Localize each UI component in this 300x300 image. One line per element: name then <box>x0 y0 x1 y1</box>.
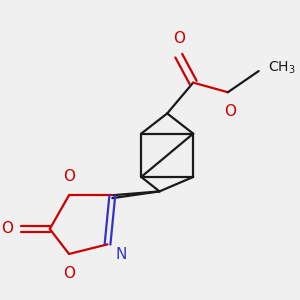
Text: O: O <box>63 266 75 280</box>
Text: O: O <box>224 104 236 119</box>
Text: O: O <box>63 169 75 184</box>
Text: N: N <box>115 247 127 262</box>
Text: CH$_3$: CH$_3$ <box>268 60 296 76</box>
Text: O: O <box>173 31 185 46</box>
Text: O: O <box>1 221 13 236</box>
